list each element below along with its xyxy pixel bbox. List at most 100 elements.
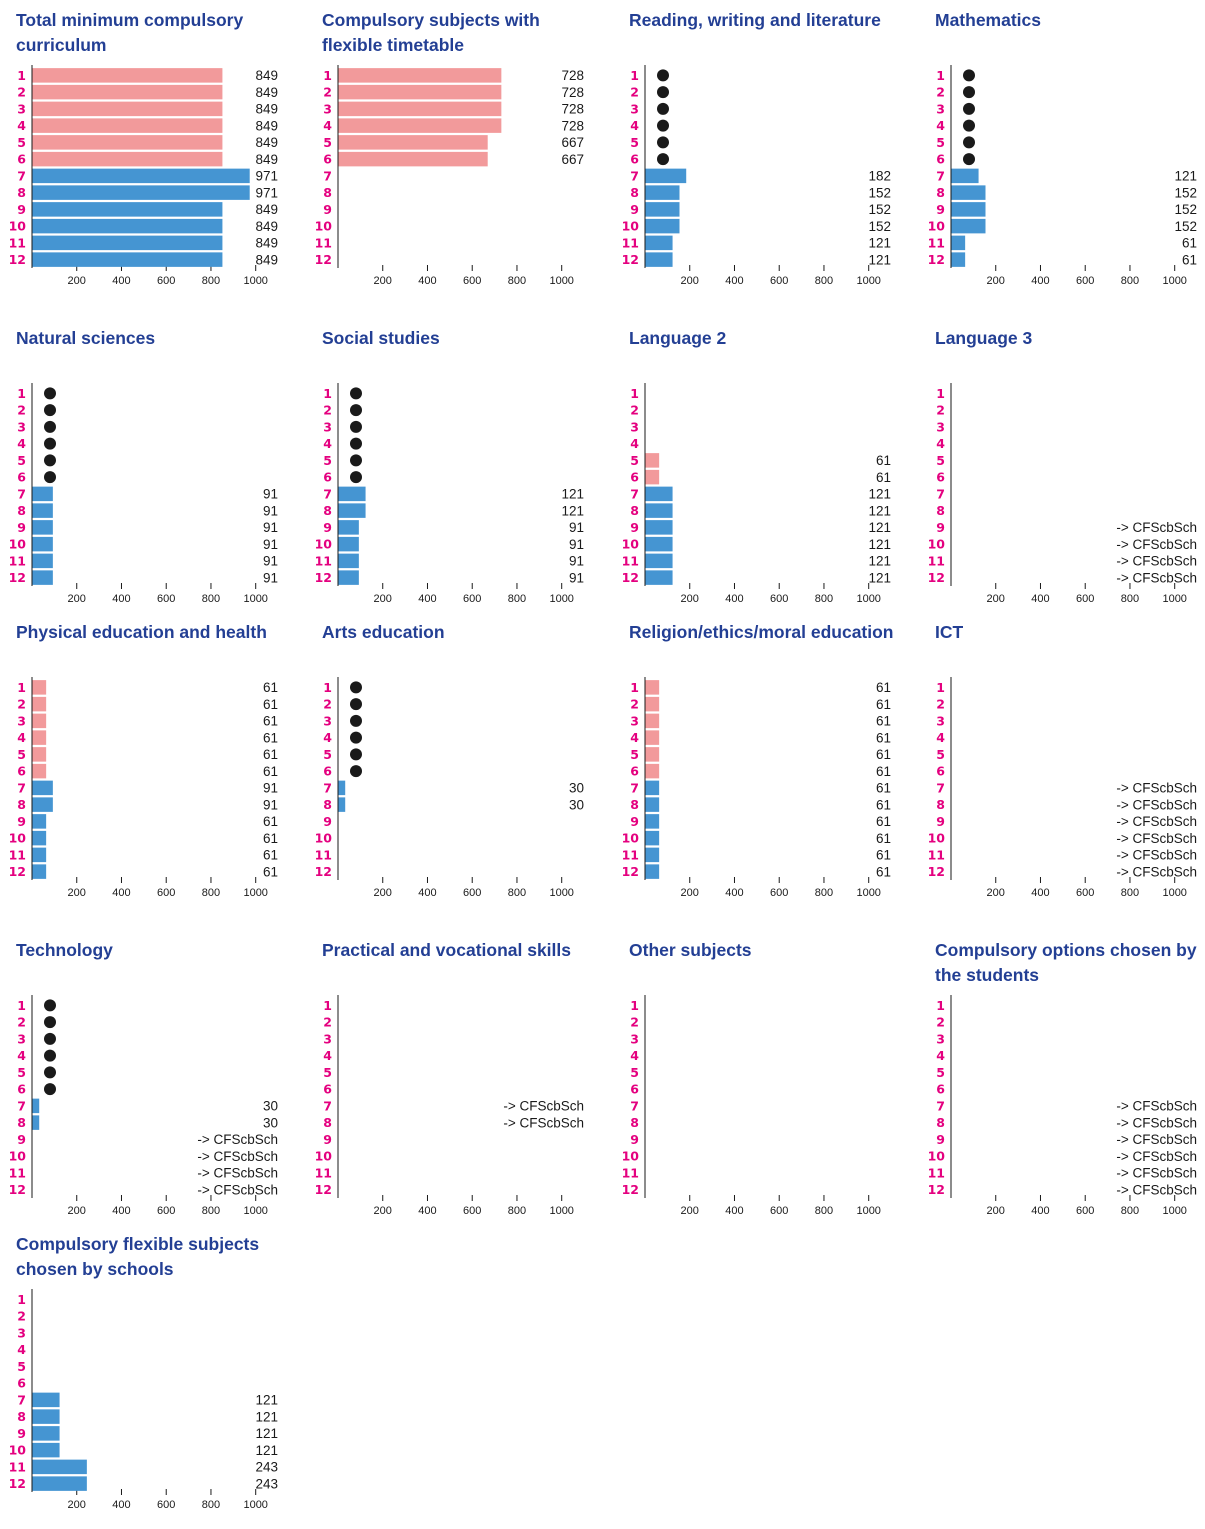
value-label: 121 (868, 252, 891, 267)
grade-label: 10 (622, 1149, 640, 1164)
grade-label: 10 (928, 831, 946, 846)
value-label: 849 (255, 135, 278, 150)
value-label: 152 (868, 202, 891, 217)
grade-label: 3 (17, 1031, 26, 1046)
grade-label: 8 (17, 1409, 26, 1424)
bar (645, 185, 680, 200)
grade-label: 4 (936, 118, 945, 133)
grade-label: 8 (630, 185, 639, 200)
grade-label: 6 (17, 152, 26, 167)
grade-label: 11 (622, 235, 639, 250)
bar (338, 780, 346, 796)
grade-label: 5 (630, 1065, 639, 1080)
bar (32, 520, 53, 535)
grade-label: 1 (323, 998, 332, 1013)
grade-label: 10 (315, 537, 333, 552)
x-tick-label: 200 (374, 275, 392, 287)
value-label: -> CFScbSch (1116, 1115, 1197, 1130)
value-label: 61 (876, 453, 891, 468)
bar (32, 1392, 60, 1408)
grade-label: 5 (17, 1065, 26, 1080)
dot-marker (657, 102, 669, 115)
grade-label: 1 (936, 680, 945, 695)
grade-label: 7 (936, 780, 945, 795)
bar (645, 797, 660, 812)
value-label: 61 (876, 797, 891, 812)
grade-label: 9 (17, 1426, 26, 1441)
value-label: 91 (263, 487, 278, 502)
x-tick-label: 800 (508, 1205, 526, 1217)
x-tick-label: 600 (463, 275, 481, 287)
value-label: 91 (263, 537, 278, 552)
bar (32, 151, 223, 167)
grade-label: 1 (17, 998, 26, 1013)
grade-label: 9 (936, 202, 945, 217)
grade-label: 5 (936, 1065, 945, 1080)
value-label: 849 (255, 152, 278, 167)
grade-label: 7 (936, 1098, 945, 1113)
dot-marker (350, 437, 362, 450)
value-label: 61 (263, 714, 278, 729)
bar (32, 1476, 87, 1491)
dot-marker (350, 404, 362, 417)
x-tick-label: 400 (725, 1205, 743, 1217)
x-tick-label: 1000 (243, 275, 267, 287)
chart-title: Technology (16, 940, 113, 960)
grade-label: 6 (323, 1082, 332, 1097)
grade-label: 1 (17, 68, 26, 83)
value-label: 61 (263, 747, 278, 762)
grade-label: 6 (630, 1082, 639, 1097)
value-label: 91 (569, 520, 584, 535)
grade-label: 12 (315, 1182, 332, 1197)
value-label: 121 (868, 554, 891, 569)
grade-label: 12 (928, 1182, 945, 1197)
value-label: 121 (868, 520, 891, 535)
value-label: 849 (255, 219, 278, 234)
bar (645, 780, 660, 796)
value-label: 61 (263, 864, 278, 879)
grade-label: 3 (323, 1031, 332, 1046)
grade-label: 11 (622, 553, 639, 568)
grade-label: 11 (9, 553, 26, 568)
value-label: -> CFScbSch (1116, 520, 1197, 535)
x-tick-label: 1000 (856, 887, 880, 899)
value-label: 91 (263, 781, 278, 796)
grade-label: 3 (630, 1031, 639, 1046)
grade-label: 2 (17, 403, 26, 418)
dot-marker (44, 1066, 56, 1079)
grade-label: 9 (936, 814, 945, 829)
grade-label: 12 (622, 864, 639, 879)
grade-label: 6 (17, 764, 26, 779)
grade-label: 5 (323, 747, 332, 762)
bar (32, 218, 223, 234)
bar (951, 218, 986, 234)
bar (338, 520, 359, 535)
grade-label: 7 (323, 780, 332, 795)
dot-marker (657, 86, 669, 99)
grade-label: 12 (315, 570, 332, 585)
value-label: 849 (255, 68, 278, 83)
chart-panel: Language 3 200 400 600 800 1000 1 2 3 4 5 6 7 8 9 -> CF… (919, 318, 1205, 623)
bar (32, 1115, 40, 1130)
grade-label: 3 (630, 101, 639, 116)
grade-label: 2 (17, 1015, 26, 1030)
bar (951, 185, 986, 200)
value-label: 91 (263, 797, 278, 812)
value-label: 121 (561, 487, 584, 502)
value-label: 243 (255, 1460, 278, 1475)
value-label: 91 (263, 503, 278, 518)
grade-label: 2 (17, 697, 26, 712)
grade-label: 2 (323, 697, 332, 712)
bar (338, 797, 346, 812)
grade-label: 3 (17, 101, 26, 116)
dot-marker (350, 454, 362, 467)
grade-label: 5 (630, 453, 639, 468)
bar (32, 118, 223, 133)
grade-label: 6 (630, 764, 639, 779)
grade-label: 10 (622, 219, 640, 234)
value-label: -> CFScbSch (197, 1182, 278, 1197)
grade-label: 3 (936, 1031, 945, 1046)
grade-label: 1 (630, 998, 639, 1013)
bar (645, 486, 673, 502)
